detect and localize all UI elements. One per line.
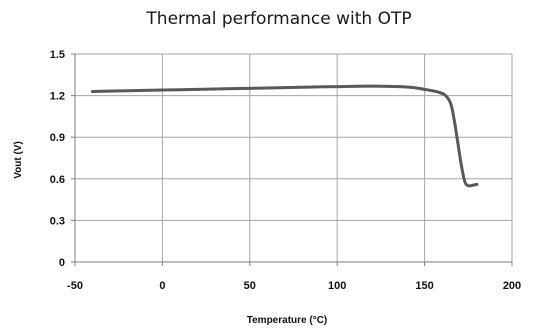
x-tick-label: 50 [244,280,256,292]
y-tick-label: 1.2 [50,91,65,103]
x-axis-label: Temperature (°C) [247,315,328,326]
x-tick-label: 0 [159,280,165,292]
y-axis-label: Vout (V) [13,141,24,179]
x-tick-label: 150 [415,280,433,292]
y-tick-label: 0.9 [50,132,65,144]
x-tick-label: 100 [328,280,346,292]
y-tick-label: 1.5 [50,49,65,61]
y-tick-label: 0 [59,257,65,269]
axis-layer [71,53,513,266]
y-tick-label: 0.3 [50,215,65,227]
vout-series-line [90,84,479,188]
y-tick-label: 0.6 [50,174,65,186]
x-tick-label: 200 [503,280,521,292]
grid-layer [74,53,513,263]
x-tick-label: -50 [67,280,83,292]
tick-label-layer: 00.30.60.91.21.5-50 0 50 100 150 200 [50,49,521,292]
series-layer [90,84,479,188]
chart-title: Thermal performance with OTP [145,9,411,29]
